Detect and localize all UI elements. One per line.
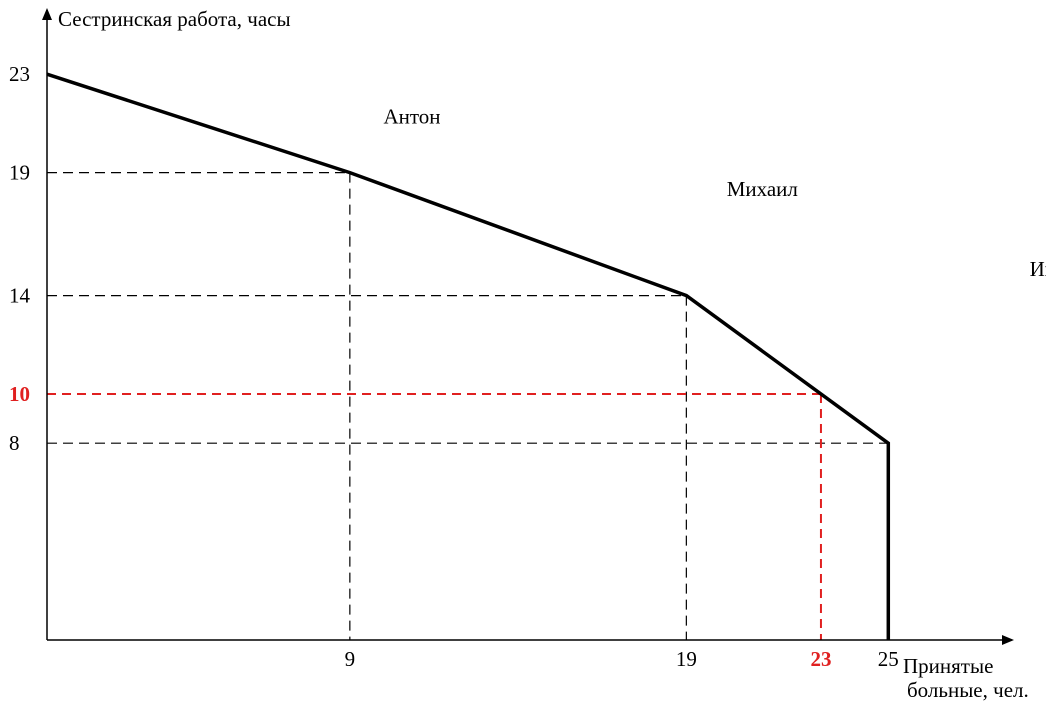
y-tick-label-8: 8 — [9, 431, 20, 455]
y-tick-label-19: 19 — [9, 161, 30, 185]
segment-label-0: Антон — [384, 104, 441, 128]
y-tick-label-14: 14 — [9, 284, 31, 308]
x-tick-label-19: 19 — [676, 647, 697, 671]
segment-label-1: Михаил — [727, 177, 798, 201]
frontier-series — [46, 72, 891, 640]
segment-label-2: Иван — [1030, 257, 1046, 281]
guide-lines — [47, 172, 889, 640]
x-tick-label-25: 25 — [878, 647, 899, 671]
axis-ticks: 23 19 14 10 8 9 19 23 25 — [9, 62, 899, 671]
x-axis-title-line-2: больные, чел. — [907, 678, 1029, 702]
x-tick-label-23: 23 — [810, 647, 831, 671]
y-tick-label-10: 10 — [9, 382, 30, 406]
x-tick-label-9: 9 — [345, 647, 356, 671]
segment-labels: АнтонМихаилИванМедсестра — [384, 104, 1046, 281]
frontier-line — [46, 72, 891, 641]
y-tick-label-23: 23 — [9, 62, 30, 86]
y-axis-title: Сестринская работа, часы — [58, 7, 291, 31]
x-axis-title-line-1: Принятые — [903, 654, 993, 678]
